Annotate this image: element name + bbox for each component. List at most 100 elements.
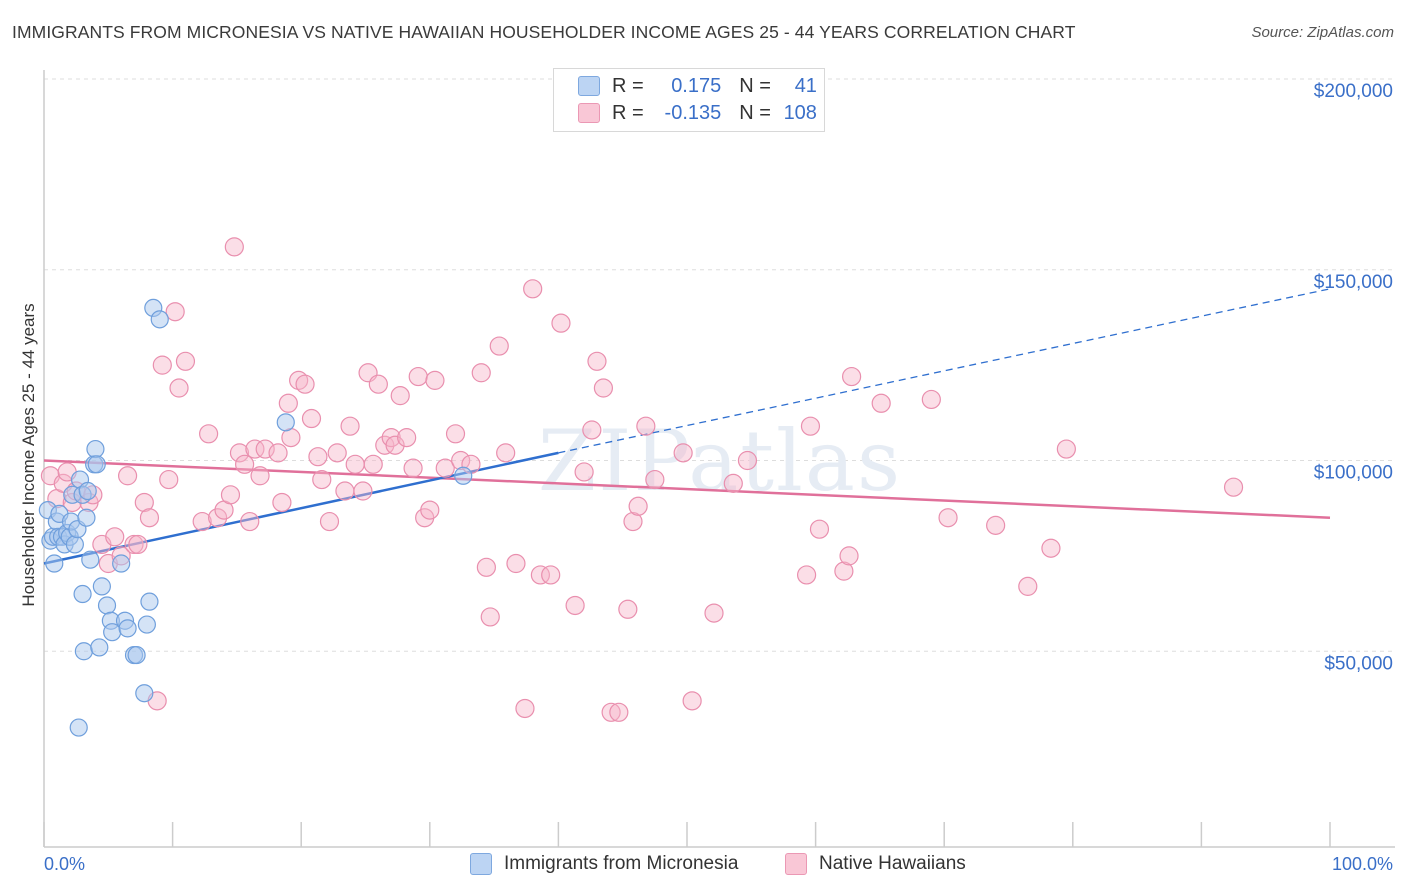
data-point-native-hawaiians — [312, 469, 332, 490]
watermark: ZIPatlas — [538, 412, 902, 510]
data-point-native-hawaiians — [435, 458, 455, 478]
data-point-native-hawaiians — [295, 374, 315, 394]
y-tick-label: $50,000 — [1324, 653, 1393, 674]
data-point-native-hawaiians — [390, 386, 410, 406]
data-point-native-hawaiians — [272, 492, 292, 513]
points-micronesia — [38, 298, 473, 737]
bottom-legend-native-hawaiians: Native Hawaiians — [785, 851, 966, 877]
data-point-native-hawaiians — [938, 508, 958, 528]
legend-swatch-pink — [578, 103, 600, 123]
data-point-native-hawaiians — [368, 374, 388, 394]
data-point-native-hawaiians — [327, 443, 347, 463]
data-point-micronesia — [87, 455, 106, 474]
data-point-native-hawaiians — [345, 454, 365, 474]
data-point-native-hawaiians — [229, 443, 250, 463]
data-point-native-hawaiians — [737, 450, 758, 471]
data-point-micronesia — [74, 642, 93, 661]
data-point-native-hawaiians — [408, 366, 428, 387]
data-point-native-hawaiians — [986, 515, 1006, 535]
data-point-micronesia — [276, 413, 295, 432]
data-point-native-hawaiians — [1056, 439, 1076, 459]
data-point-native-hawaiians — [208, 508, 228, 528]
data-point-native-hawaiians — [117, 466, 138, 486]
data-point-native-hawaiians — [480, 607, 500, 627]
data-point-micronesia — [81, 550, 100, 569]
data-point-native-hawaiians — [397, 428, 417, 448]
data-point-micronesia — [127, 645, 146, 665]
bottom-swatch-blue — [470, 853, 492, 875]
source-label: Source: ZipAtlas.com — [1251, 24, 1394, 41]
data-point-native-hawaiians — [192, 511, 212, 532]
data-point-micronesia — [135, 684, 154, 703]
data-point-native-hawaiians — [240, 511, 260, 532]
data-point-native-hawaiians — [921, 389, 941, 410]
y-tick-label: $100,000 — [1314, 463, 1393, 484]
data-point-native-hawaiians — [175, 351, 196, 371]
data-point-native-hawaiians — [268, 443, 288, 463]
data-point-native-hawaiians — [506, 553, 526, 574]
data-point-micronesia — [137, 615, 156, 634]
chart-title: IMMIGRANTS FROM MICRONESIA VS NATIVE HAW… — [12, 22, 1076, 42]
data-point-native-hawaiians — [723, 473, 743, 493]
data-point-micronesia — [78, 481, 97, 501]
axes — [43, 70, 1395, 848]
y-axis-label: Householder Income Ages 25 - 44 years — [19, 303, 38, 606]
data-point-native-hawaiians — [496, 443, 516, 463]
legend-n-value: 108 — [783, 101, 817, 124]
data-point-micronesia — [92, 577, 111, 596]
data-point-native-hawaiians — [809, 519, 830, 539]
data-point-native-hawaiians — [340, 416, 360, 436]
data-point-micronesia — [140, 592, 159, 611]
bottom-swatch-pink — [785, 853, 807, 875]
data-point-native-hawaiians — [335, 481, 355, 501]
data-point-native-hawaiians — [673, 443, 693, 463]
gridlines — [44, 78, 1395, 652]
data-point-native-hawaiians — [541, 565, 561, 585]
data-point-micronesia — [97, 596, 117, 615]
legend-r-value: 0.175 — [671, 74, 722, 97]
data-point-micronesia — [77, 508, 96, 527]
data-point-micronesia — [73, 584, 92, 604]
data-point-native-hawaiians — [169, 378, 189, 398]
data-point-native-hawaiians — [796, 565, 817, 585]
stats-legend: R = 0.175 N = 41 R = -0.135 N = 108 — [553, 68, 825, 132]
data-point-native-hawaiians — [834, 561, 854, 581]
trendlines — [43, 288, 1331, 565]
legend-swatch-blue — [578, 76, 600, 96]
data-point-native-hawaiians — [220, 485, 241, 505]
trendline-micronesia-extension — [558, 288, 1331, 454]
data-point-native-hawaiians — [319, 511, 340, 532]
data-point-micronesia — [112, 554, 131, 573]
legend-n-label: N = — [739, 74, 771, 97]
data-point-native-hawaiians — [704, 603, 724, 623]
data-point-native-hawaiians — [636, 416, 656, 436]
data-point-native-hawaiians — [308, 447, 328, 467]
data-point-native-hawaiians — [871, 393, 891, 413]
data-point-native-hawaiians — [301, 408, 322, 429]
data-point-native-hawaiians — [165, 302, 185, 322]
data-point-native-hawaiians — [420, 500, 440, 520]
data-point-native-hawaiians — [645, 469, 665, 490]
legend-n-label: N = — [739, 101, 771, 124]
data-point-native-hawaiians — [250, 466, 270, 486]
data-point-native-hawaiians — [523, 279, 543, 299]
y-tick-label: $150,000 — [1314, 272, 1393, 293]
data-point-micronesia — [118, 619, 137, 638]
data-point-native-hawaiians — [224, 237, 244, 257]
data-point-native-hawaiians — [425, 370, 445, 390]
data-point-native-hawaiians — [134, 492, 154, 513]
data-point-micronesia — [454, 466, 473, 485]
data-point-micronesia — [65, 535, 84, 554]
data-point-native-hawaiians — [255, 439, 275, 459]
data-point-native-hawaiians — [515, 698, 535, 719]
data-point-native-hawaiians — [574, 462, 594, 482]
y-tick-label: $200,000 — [1314, 81, 1393, 102]
data-point-native-hawaiians — [1041, 538, 1061, 558]
data-point-native-hawaiians — [530, 565, 550, 585]
data-point-native-hawaiians — [601, 702, 621, 722]
data-point-native-hawaiians — [800, 416, 821, 436]
data-point-native-hawaiians — [139, 508, 160, 528]
legend-r-label: R = — [612, 101, 644, 124]
data-point-native-hawaiians — [593, 378, 614, 398]
